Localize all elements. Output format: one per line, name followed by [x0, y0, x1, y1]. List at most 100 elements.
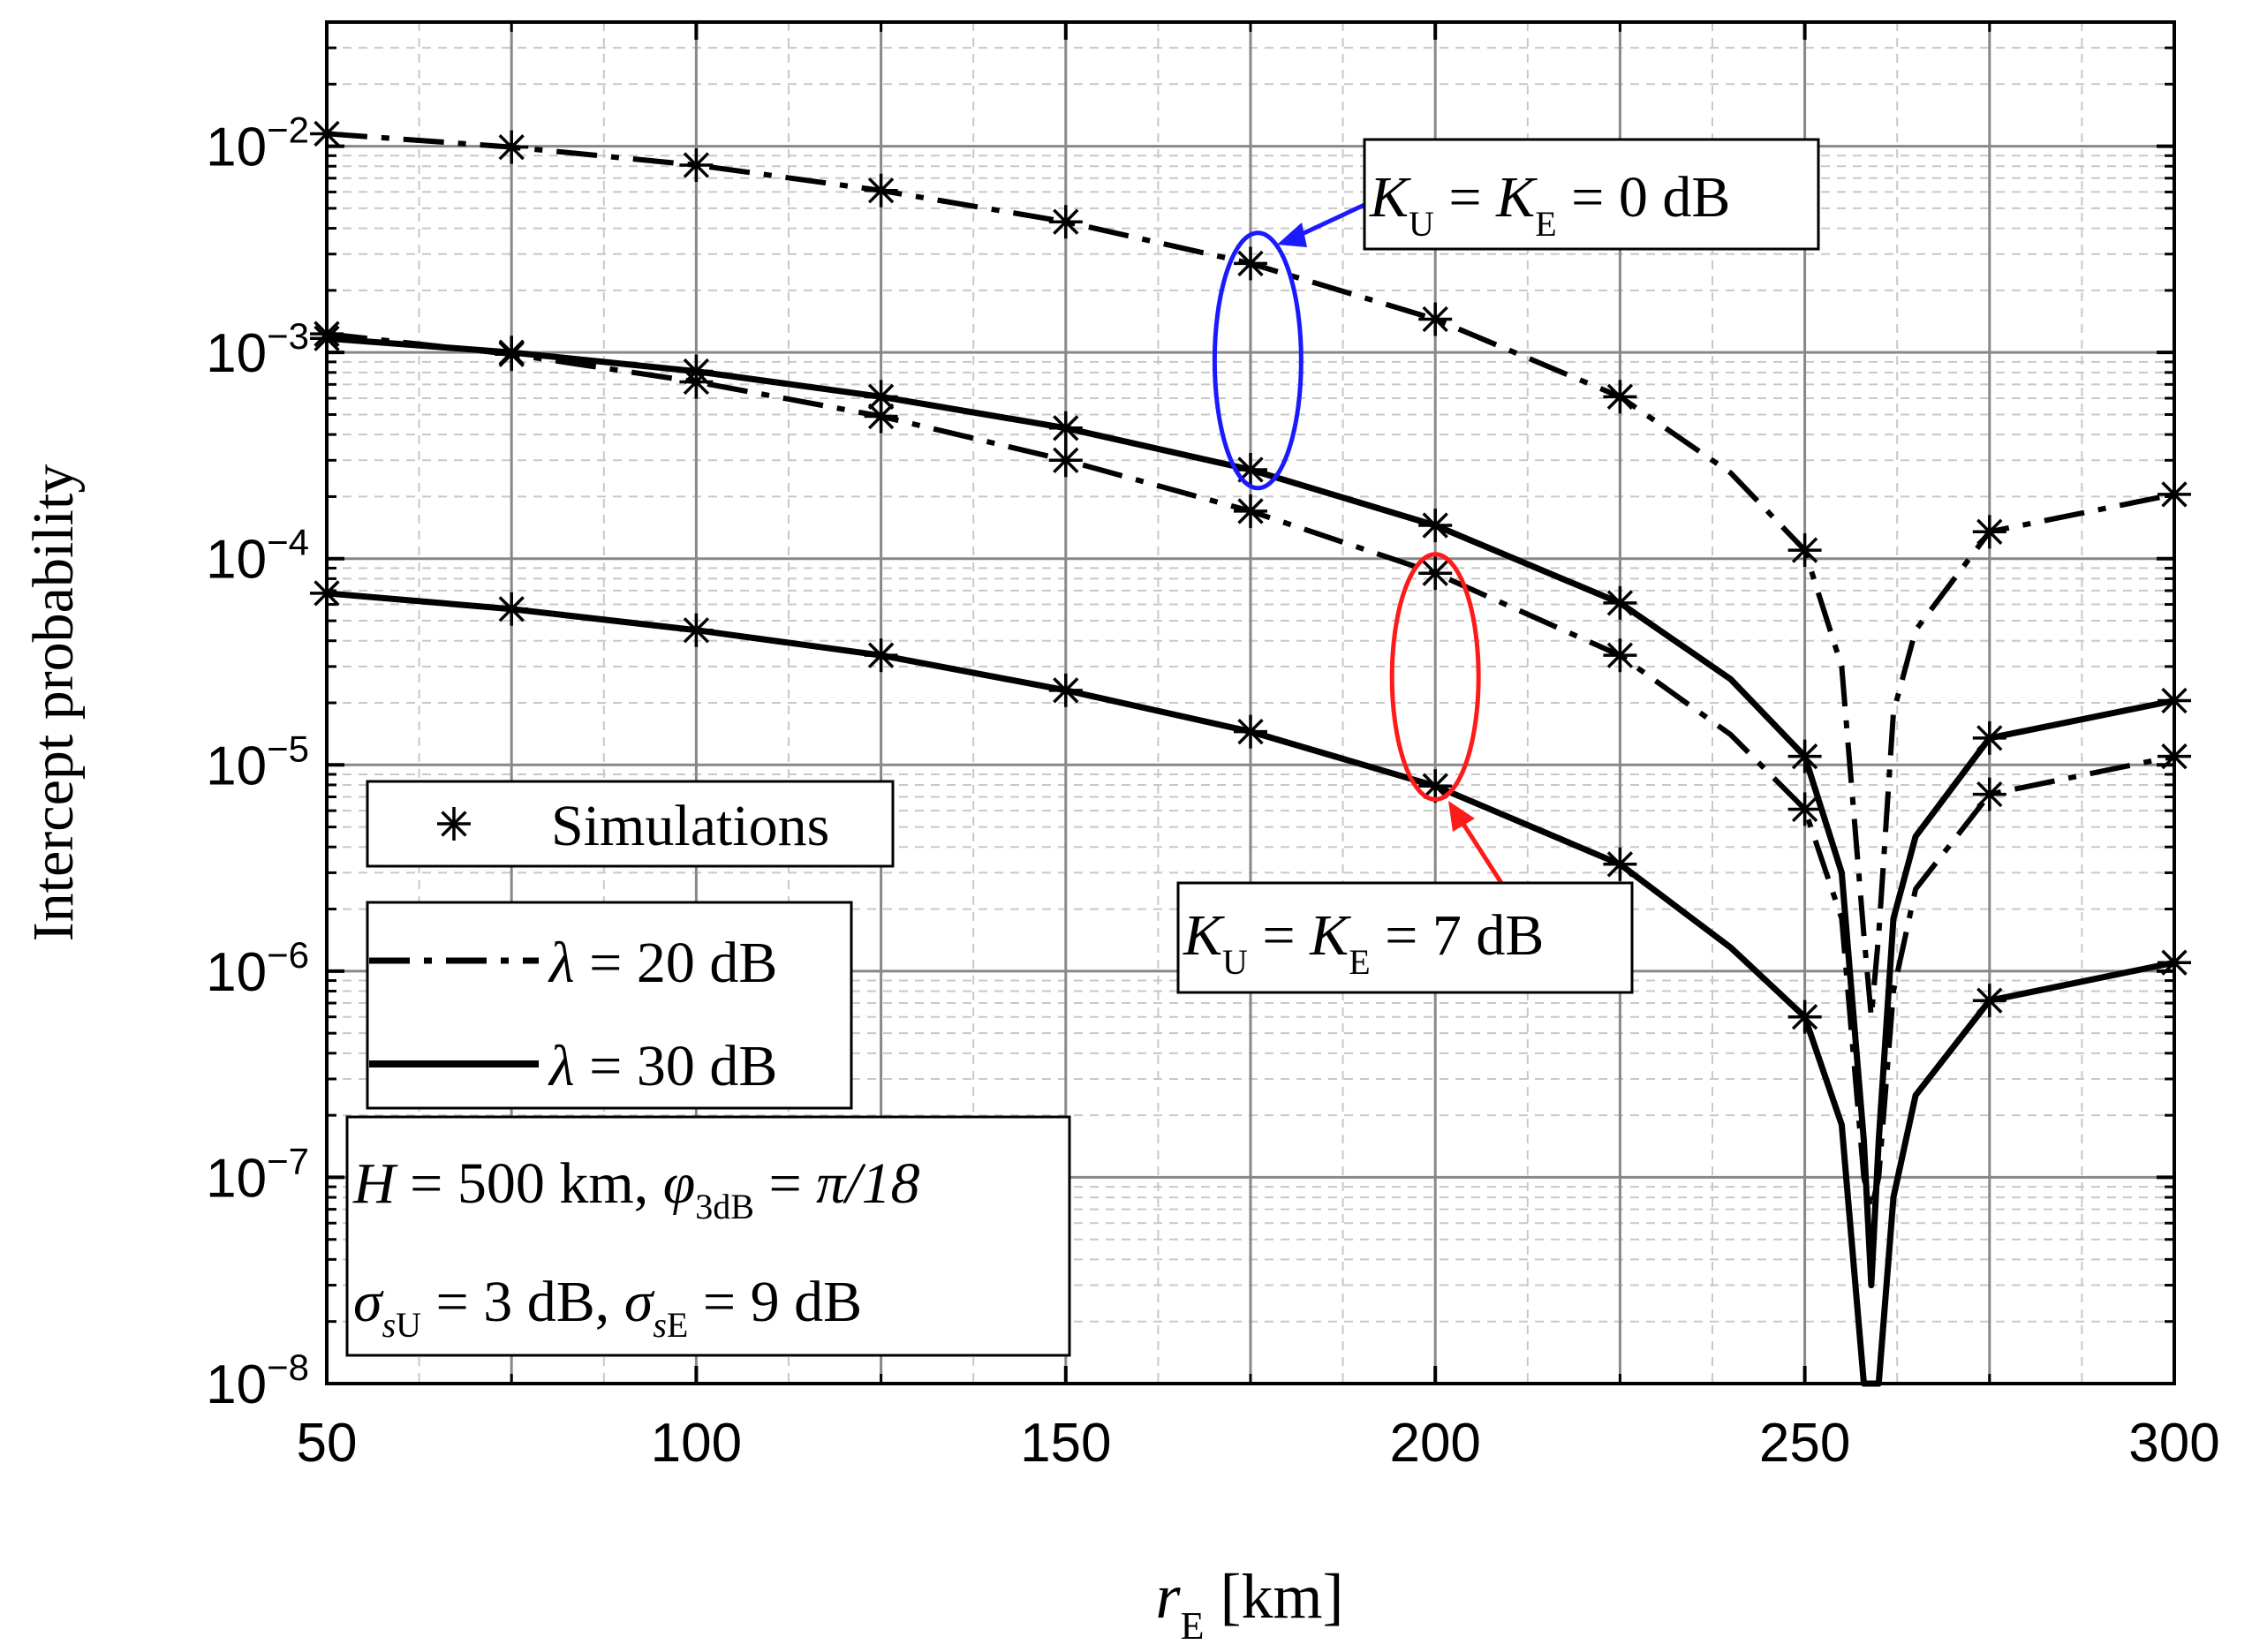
x-axis-label: rE [km]	[1156, 1561, 1344, 1648]
simulation-marker-stroke	[1422, 512, 1448, 539]
annotation-ellipse-k0	[1212, 230, 1304, 491]
y-tick-label: 10−2	[206, 109, 309, 178]
simulation-marker-stroke	[1976, 781, 2003, 808]
simulation-marker-stroke	[867, 177, 895, 204]
annotation-k0-label: KU = KE = 0 dB	[1369, 165, 1730, 244]
simulation-marker-stroke	[1976, 725, 2003, 751]
simulation-marker-3	[1972, 984, 2006, 1018]
annotation-k7: KU = KE = 7 dB	[1176, 801, 1634, 994]
simulation-marker-0	[1603, 380, 1637, 414]
simulation-marker-stroke	[683, 368, 710, 396]
simulation-marker-stroke	[1606, 642, 1634, 668]
y-tick-label: 10−7	[206, 1140, 309, 1209]
x-tick-label: 300	[2128, 1413, 2219, 1474]
simulation-marker-1	[1234, 452, 1267, 487]
simulation-marker-2	[1972, 777, 2006, 811]
simulation-marker-stroke	[1237, 718, 1264, 745]
simulation-marker-2	[679, 365, 714, 399]
simulation-marker-stroke	[498, 133, 525, 161]
simulation-marker-1	[1603, 585, 1637, 620]
simulation-marker-stroke	[1791, 1004, 1818, 1030]
simulation-marker-3	[679, 613, 714, 647]
simulation-marker-1	[1972, 720, 2006, 755]
simulation-marker-stroke	[1976, 987, 2003, 1014]
simulation-marker-stroke	[498, 341, 525, 367]
simulation-marker-3	[495, 592, 529, 626]
simulation-marker-2	[495, 337, 529, 372]
simulation-marker-0	[1418, 302, 1453, 336]
y-tick-label: 10−3	[206, 315, 309, 384]
simulation-marker-2	[1234, 494, 1267, 528]
legend-simulations: Simulations	[366, 780, 895, 868]
simulation-marker-2	[1418, 556, 1453, 591]
y-tick-label: 10−4	[206, 522, 309, 591]
simulation-marker-stroke	[1791, 796, 1818, 823]
legend-simulations-label: Simulations	[551, 794, 829, 858]
simulation-marker-stroke	[1422, 773, 1448, 799]
param-line-shadowing: σsU = 3 dB, σsE = 9 dB	[353, 1270, 862, 1345]
simulation-marker-stroke	[1237, 250, 1264, 277]
simulation-marker-0	[679, 147, 714, 182]
simulation-marker-stroke	[1791, 743, 1818, 770]
legend-lambda30-label: λ = 30 dB	[548, 1034, 777, 1098]
simulation-marker-1	[1418, 509, 1453, 543]
series-line-3	[326, 590, 2175, 1387]
simulation-marker-2	[864, 399, 898, 434]
x-tick-label: 50	[297, 1413, 358, 1474]
simulation-marker-stroke	[1237, 498, 1264, 524]
legend-star	[437, 807, 471, 841]
simulation-marker-0	[495, 130, 529, 164]
annotation-k7-label: KU = KE = 7 dB	[1183, 903, 1544, 982]
y-tick-label: 10−5	[206, 728, 309, 796]
simulation-marker-stroke	[1053, 447, 1079, 473]
x-tick-label: 200	[1389, 1413, 1480, 1474]
legend-star-marker	[437, 807, 471, 841]
simulation-marker-stroke	[498, 596, 525, 622]
legend-lambda20-label: λ = 20 dB	[548, 931, 777, 995]
parameters-box: H = 500 km, φ3dB = π/18 σsU = 3 dB, σsE …	[345, 1115, 1071, 1357]
x-tick-label: 100	[651, 1413, 742, 1474]
simulation-marker-2	[1048, 443, 1083, 478]
annotation-ellipse-k7	[1389, 552, 1481, 802]
simulation-marker-stroke	[867, 383, 895, 410]
simulation-marker-3	[1418, 769, 1453, 803]
annotation-k7-arrow	[1459, 819, 1504, 885]
simulation-marker-stroke	[683, 152, 710, 178]
simulation-marker-2	[1603, 638, 1637, 673]
legend-lambda: λ = 20 dB λ = 30 dB	[366, 901, 853, 1110]
simulation-marker-0	[864, 173, 898, 207]
simulation-marker-stroke	[1791, 537, 1818, 563]
simulation-marker-3	[1787, 999, 1822, 1034]
x-tick-label: 150	[1020, 1413, 1111, 1474]
simulation-marker-3	[1048, 673, 1083, 707]
simulation-marker-0	[1972, 515, 2006, 549]
simulation-marker-3	[864, 638, 898, 673]
series-line-1	[326, 335, 2175, 1289]
simulation-marker-stroke	[1606, 590, 1634, 616]
annotation-k0-arrowhead	[1277, 223, 1307, 247]
simulation-marker-stroke	[867, 403, 895, 430]
simulation-marker-stroke	[1606, 383, 1634, 410]
simulation-marker-3	[1234, 714, 1267, 749]
y-tick-label: 10−6	[206, 934, 309, 1003]
x-tick-label: 250	[1759, 1413, 1850, 1474]
simulation-marker-1	[864, 380, 898, 414]
series-line-0	[326, 131, 2175, 1020]
annotation-k0-arrow	[1296, 202, 1366, 238]
simulation-marker-stroke	[1976, 518, 2003, 545]
simulation-marker-1	[1048, 411, 1083, 445]
simulation-marker-stroke	[1422, 560, 1448, 586]
annotation-k0: KU = KE = 0 dB	[1277, 138, 1820, 251]
simulation-marker-stroke	[1422, 306, 1448, 333]
simulation-marker-2	[1787, 792, 1822, 826]
simulation-marker-stroke	[1053, 677, 1079, 704]
simulation-marker-stroke	[1053, 415, 1079, 441]
annotation-k7-arrowhead	[1448, 801, 1475, 832]
simulation-marker-1	[1787, 739, 1822, 773]
y-axis-label: Intercept probability	[21, 464, 86, 942]
simulation-marker-0	[1048, 205, 1083, 239]
param-line-height-beamwidth: H = 500 km, φ3dB = π/18	[352, 1151, 920, 1226]
simulation-marker-stroke	[441, 811, 467, 837]
